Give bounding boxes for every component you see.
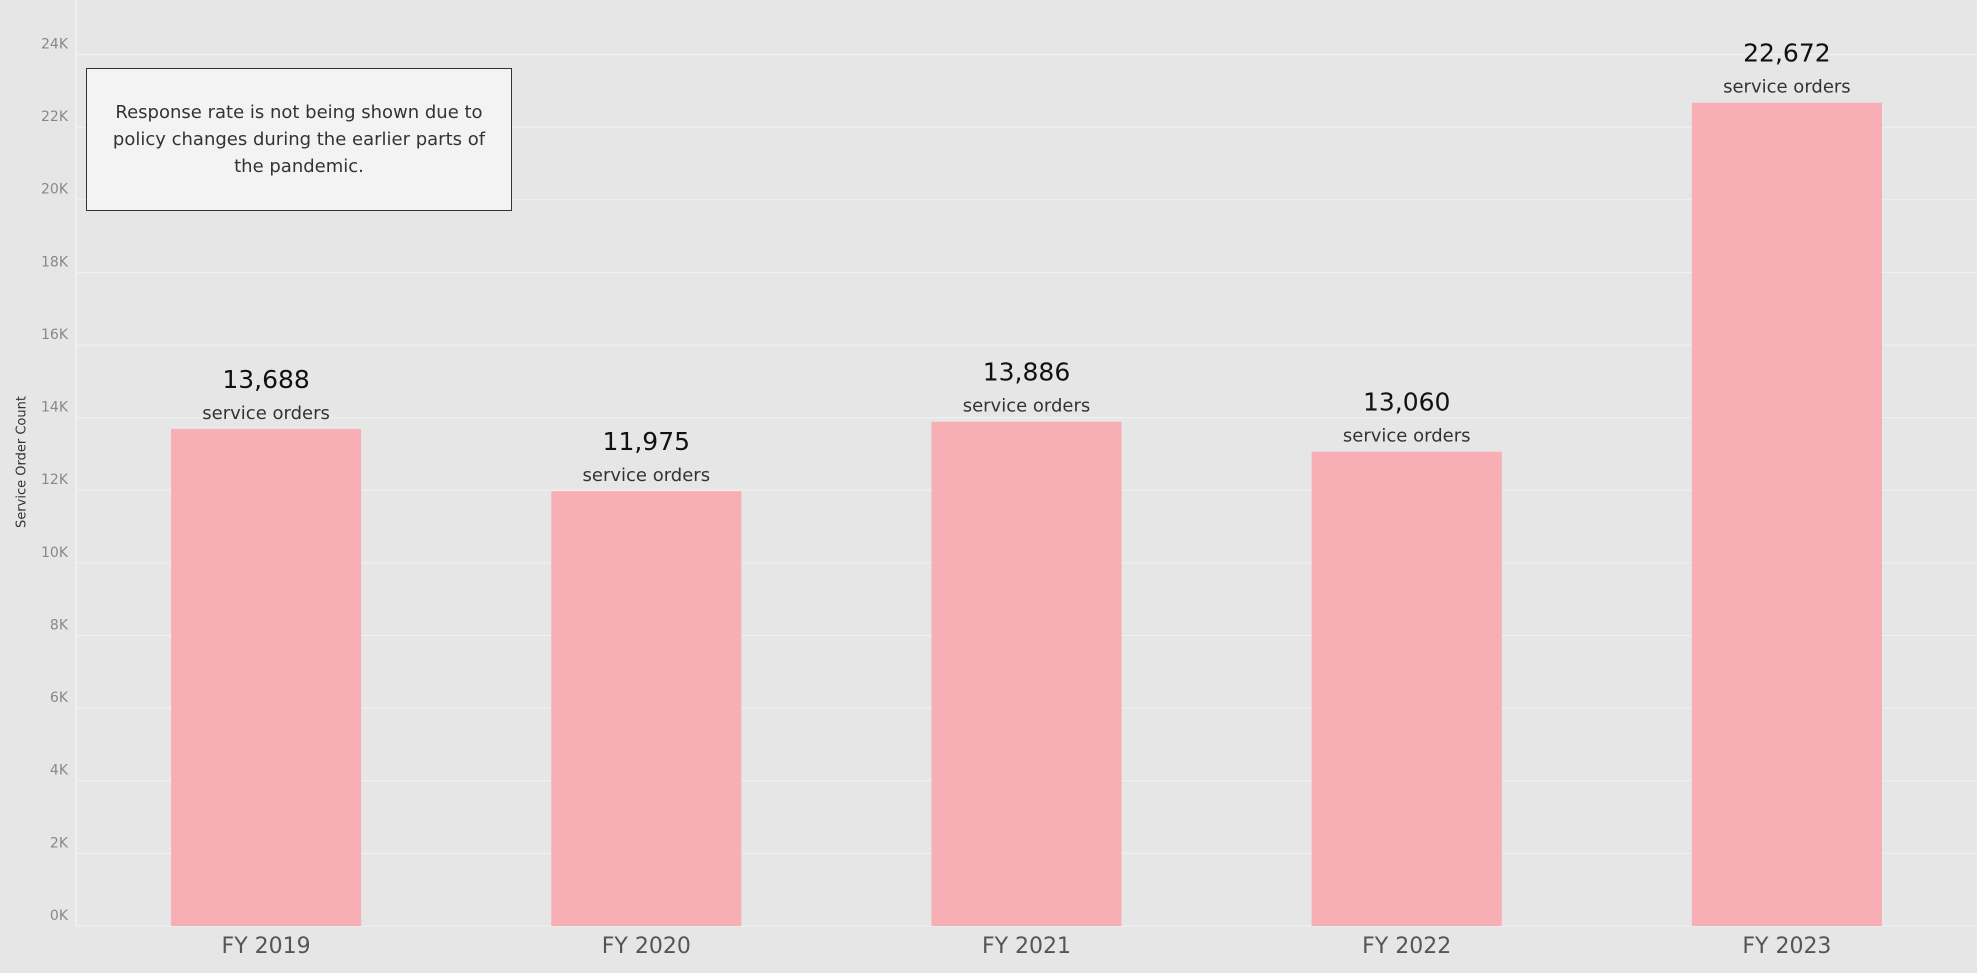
bar: [1311, 451, 1502, 926]
x-tick-label: FY 2023: [1742, 934, 1831, 959]
annotation: Response rate is not being shown due to …: [86, 68, 512, 211]
y-tick-label: 18K: [41, 254, 69, 270]
y-tick-label: 0K: [50, 908, 69, 924]
bar: [1691, 102, 1882, 927]
value-label: 22,672: [1743, 39, 1830, 68]
bar: [551, 491, 742, 926]
x-tick-label: FY 2019: [222, 934, 311, 959]
y-tick-label: 12K: [41, 472, 69, 488]
y-axis-label: Service Order Count: [15, 396, 30, 528]
value-unit: service orders: [583, 465, 711, 486]
value-label: 13,688: [222, 365, 309, 394]
y-tick-label: 4K: [50, 763, 69, 779]
y-tick-label: 14K: [41, 400, 69, 416]
value-label: 13,060: [1363, 388, 1450, 417]
value-unit: service orders: [1723, 77, 1851, 98]
y-tick-label: 20K: [41, 182, 69, 198]
y-tick-label: 8K: [50, 617, 69, 633]
value-unit: service orders: [963, 396, 1091, 417]
y-tick-label: 24K: [41, 36, 69, 52]
y-tick-label: 6K: [50, 690, 69, 706]
value-unit: service orders: [202, 403, 330, 424]
y-tick-label: 22K: [41, 109, 69, 125]
x-tick-label: FY 2022: [1362, 934, 1451, 959]
value-label: 13,886: [983, 358, 1070, 387]
x-tick-label: FY 2020: [602, 934, 691, 959]
value-label: 11,975: [603, 427, 690, 456]
y-tick-label: 2K: [50, 835, 69, 851]
value-unit: service orders: [1343, 426, 1471, 447]
bar: [171, 428, 362, 926]
y-tick-label: 10K: [41, 545, 69, 561]
x-tick-label: FY 2021: [982, 934, 1071, 959]
y-tick-label: 16K: [41, 327, 69, 343]
bar: [931, 421, 1122, 926]
